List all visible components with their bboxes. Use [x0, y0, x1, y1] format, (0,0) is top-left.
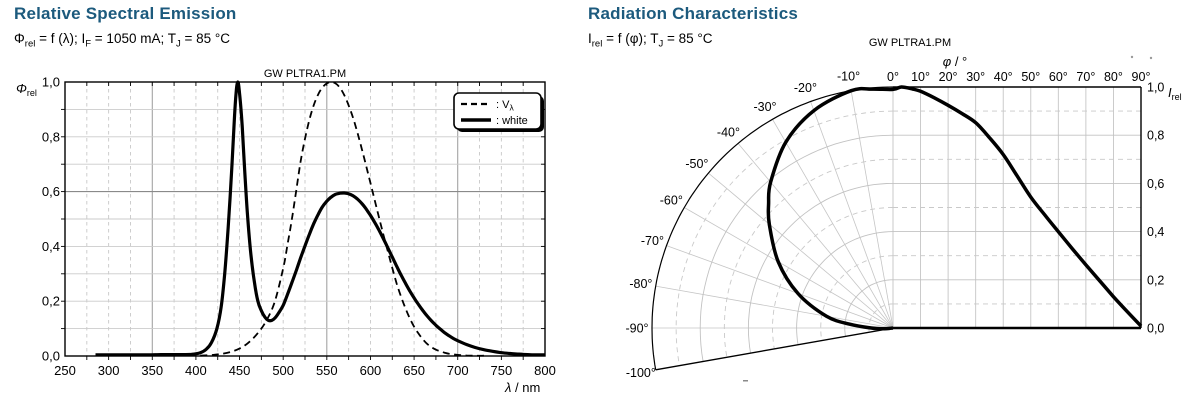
svg-text:30°: 30°	[966, 70, 985, 84]
svg-text:60°: 60°	[1049, 70, 1068, 84]
radiation-grid	[652, 87, 1141, 366]
spectral-plot-border	[64, 81, 546, 357]
svg-text:1,0: 1,0	[1147, 81, 1164, 95]
svg-text:300: 300	[98, 363, 120, 378]
radiation-chart: 0° 10° 20° 30° 40° 50° 60° 70° 80° 90° -10° -20° -30…	[625, 37, 1182, 382]
radiation-lobe-curve	[766, 85, 1143, 331]
svg-text:350: 350	[141, 363, 163, 378]
radiation-subtitle: Irel = f (φ); TJ = 85 °C	[588, 31, 713, 50]
spectral-watermark: GW PLTRA1.PM	[264, 68, 346, 80]
svg-text:40°: 40°	[994, 70, 1013, 84]
scan-artifacts	[743, 55, 1153, 382]
svg-text:550: 550	[316, 363, 338, 378]
svg-text:0°: 0°	[887, 70, 899, 84]
svg-text:-100°: -100°	[626, 366, 656, 380]
svg-text:0,6: 0,6	[42, 184, 60, 199]
svg-text:600: 600	[360, 363, 382, 378]
svg-text:0,8: 0,8	[1147, 129, 1164, 143]
lambda-axis-label: λ / nm	[504, 380, 540, 395]
svg-text:90°: 90°	[1132, 70, 1151, 84]
svg-text:400: 400	[185, 363, 207, 378]
radiation-r-labels: 1,0 0,8 0,6 0,4 0,2 0,0	[1147, 81, 1164, 336]
vlambda-curve	[200, 81, 484, 357]
polar-outer-arc	[651, 86, 894, 370]
svg-text:800: 800	[534, 363, 556, 378]
svg-text:0,4: 0,4	[1147, 225, 1164, 239]
svg-text:70°: 70°	[1076, 70, 1095, 84]
svg-text:500: 500	[272, 363, 294, 378]
svg-text:250: 250	[54, 363, 76, 378]
svg-text:-90°: -90°	[625, 322, 648, 336]
svg-text:-70°: -70°	[641, 234, 664, 248]
svg-text:450: 450	[229, 363, 251, 378]
svg-text:650: 650	[403, 363, 425, 378]
svg-text:20°: 20°	[939, 70, 958, 84]
svg-text:0,4: 0,4	[42, 239, 60, 254]
svg-text:700: 700	[447, 363, 469, 378]
svg-text:0,0: 0,0	[1147, 322, 1164, 336]
phi-axis-label: φ / °	[943, 54, 968, 69]
svg-text:0,2: 0,2	[42, 294, 60, 309]
svg-text:-50°: -50°	[685, 157, 708, 171]
spectral-title: Relative Spectral Emission	[14, 4, 237, 23]
spectral-chart: GW PLTRA1.PM 250 300 350 400 450 500 550 600 650 7…	[16, 68, 556, 395]
svg-text:-10°: -10°	[837, 69, 860, 83]
svg-text:80°: 80°	[1104, 70, 1123, 84]
legend-white-label: : white	[496, 115, 528, 127]
svg-text:-40°: -40°	[717, 125, 740, 139]
svg-text:-80°: -80°	[629, 277, 652, 291]
svg-text:750: 750	[491, 363, 513, 378]
phi-rel-axis-label: Φrel	[16, 81, 37, 98]
svg-text:0,8: 0,8	[42, 129, 60, 144]
svg-text:10°: 10°	[911, 70, 930, 84]
radiation-angle-labels-polar: -10° -20° -30° -40° -50° -60° -70° -80° -90° -100…	[625, 69, 860, 380]
radiation-frame	[651, 86, 1142, 371]
svg-text:-30°: -30°	[753, 100, 776, 114]
svg-text:0,2: 0,2	[1147, 273, 1164, 287]
spectral-curves	[95, 80, 545, 357]
radiation-watermark: GW PLTRA1.PM	[869, 37, 951, 49]
svg-text:0,0: 0,0	[42, 349, 60, 364]
irel-axis-label: Irel	[1168, 85, 1182, 102]
svg-text:1,0: 1,0	[42, 75, 60, 90]
svg-text:50°: 50°	[1021, 70, 1040, 84]
spectral-legend: : Vλ : white	[453, 92, 544, 132]
white-led-curve	[95, 80, 545, 357]
svg-text:0,6: 0,6	[1147, 177, 1164, 191]
svg-text:-60°: -60°	[660, 194, 683, 208]
spectral-y-tick-labels: 1,0 0,8 0,6 0,4 0,2 0,0	[42, 75, 60, 364]
radiation-angle-labels-top: 0° 10° 20° 30° 40° 50° 60° 70° 80° 90°	[887, 70, 1150, 84]
svg-text:-20°: -20°	[794, 81, 817, 95]
spectral-x-tick-labels: 250 300 350 400 450 500 550 600 650 700 750 800	[54, 363, 556, 378]
radiation-title: Radiation Characteristics	[588, 4, 799, 23]
legend-vlambda-label: : Vλ	[496, 99, 514, 113]
spectral-subtitle: Φrel = f (λ); IF = 1050 mA; TJ = 85 °C	[14, 31, 231, 50]
